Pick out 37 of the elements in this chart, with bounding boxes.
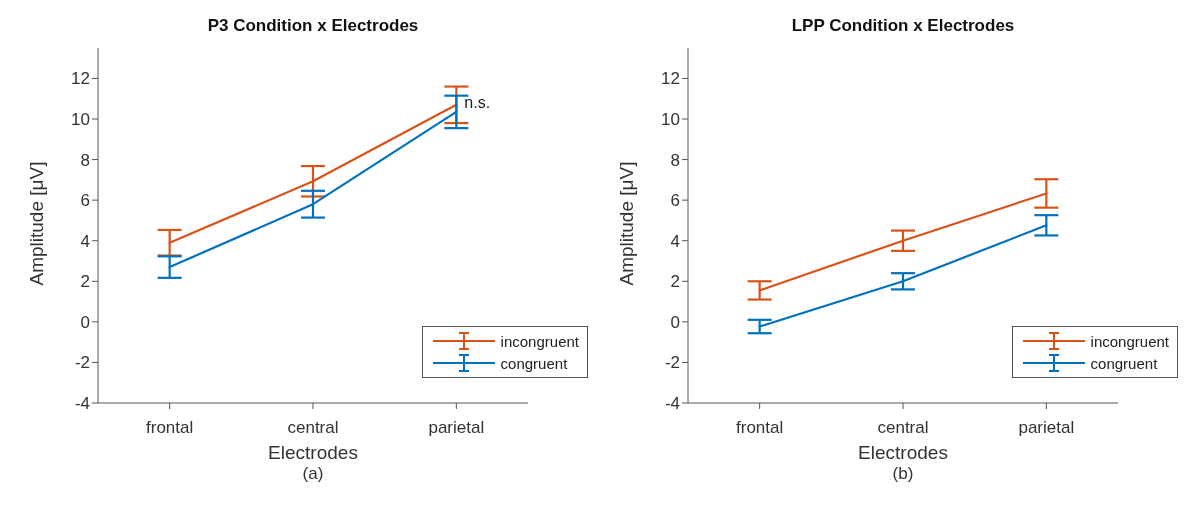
x-tick-label: central: [287, 418, 339, 438]
y-tick-label: 0: [670, 312, 680, 332]
annotation: n.s.: [464, 94, 491, 112]
y-axis-title: Amplitude [μV]: [25, 161, 47, 286]
y-tick-label: -4: [74, 394, 90, 414]
y-tick-label: 10: [71, 110, 90, 130]
legend-label: congruent: [500, 354, 568, 372]
y-tick-label: 12: [661, 69, 680, 89]
x-tick-label: parietal: [428, 418, 485, 438]
x-tick-label: parietal: [1018, 418, 1075, 438]
y-tick-label: -2: [74, 353, 90, 373]
text: (b): [891, 464, 915, 484]
y-tick-label: -4: [664, 394, 680, 414]
y-tick-label: 4: [80, 231, 90, 251]
x-tick-label: frontal: [736, 418, 784, 438]
y-tick-label: 4: [670, 231, 680, 251]
x-axis-title: Electrodes: [858, 442, 948, 463]
y-tick-label: 6: [80, 191, 90, 211]
legend-label: congruent: [1090, 354, 1158, 372]
y-tick-label: -2: [664, 353, 680, 373]
chart-title: LPP Condition x Electrodes: [790, 16, 1016, 36]
y-tick-label: 12: [71, 69, 90, 89]
y-axis-title: Amplitude [μV]: [615, 161, 637, 286]
x-axis-title: Electrodes: [268, 442, 358, 463]
y-tick-label: 10: [661, 110, 680, 130]
y-tick-label: 2: [670, 272, 680, 292]
y-tick-label: 8: [670, 150, 680, 170]
legend-label: incongruent: [500, 332, 579, 350]
y-tick-label: 8: [80, 150, 90, 170]
y-tick-label: 6: [670, 191, 680, 211]
chart-title: P3 Condition x Electrodes: [206, 16, 420, 36]
x-tick-label: central: [877, 418, 929, 438]
x-tick-label: frontal: [146, 418, 194, 438]
y-tick-label: 2: [80, 272, 90, 292]
text: (a): [301, 464, 325, 484]
y-tick-label: 0: [80, 312, 90, 332]
legend-label: incongruent: [1090, 332, 1169, 350]
